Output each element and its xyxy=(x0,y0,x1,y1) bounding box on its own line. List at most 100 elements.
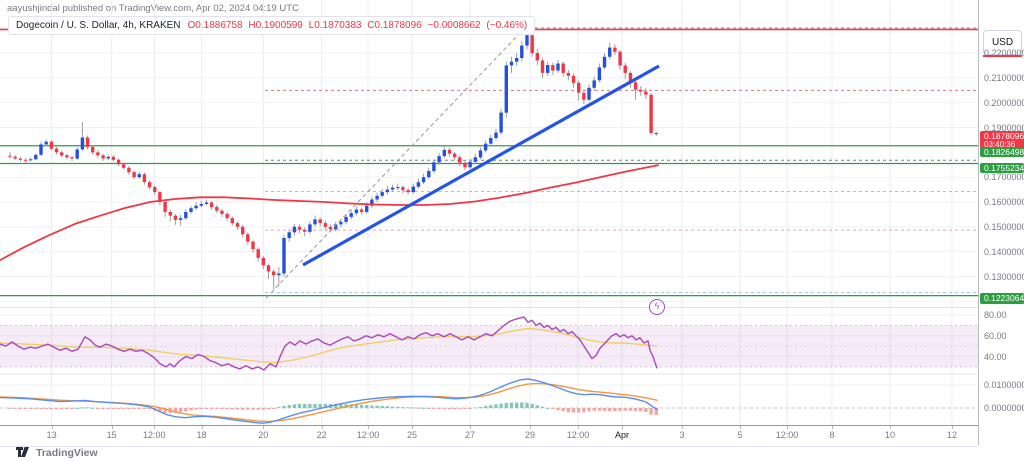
symbol-legend: Dogecoin / U. S. Dollar, 4h, KRAKEN O0.1… xyxy=(8,16,536,35)
macd-histogram-bar xyxy=(644,408,648,412)
candle xyxy=(432,162,436,171)
candle xyxy=(633,82,638,90)
candle xyxy=(339,221,343,225)
candle xyxy=(442,149,446,157)
candle xyxy=(427,171,431,178)
macd-histogram-bar xyxy=(303,403,307,408)
trendline-drawings[interactable] xyxy=(265,29,660,299)
candle xyxy=(189,208,193,212)
candle xyxy=(142,174,147,183)
macd-histogram-bar xyxy=(608,408,612,412)
rsi-pane xyxy=(0,316,978,371)
macd-histogram-bar xyxy=(463,408,467,409)
candle xyxy=(530,35,534,54)
candle xyxy=(225,213,229,219)
time-axis-tick xyxy=(470,426,471,429)
time-axis-tick xyxy=(201,426,203,429)
currency-button[interactable]: USD xyxy=(983,30,1022,55)
candle xyxy=(587,87,591,100)
macd-histogram-bar xyxy=(272,408,276,409)
candle xyxy=(85,137,90,147)
candle xyxy=(359,209,364,212)
macd-histogram-bar xyxy=(380,405,384,408)
macd-histogram-bar xyxy=(628,408,633,411)
macd-histogram-bar xyxy=(184,408,188,412)
candle xyxy=(628,72,633,83)
macd-histogram-bar xyxy=(354,404,359,408)
candle xyxy=(34,154,38,160)
macd-histogram-bar xyxy=(235,408,240,410)
macd-histogram-bar xyxy=(44,408,48,410)
time-axis-tick xyxy=(622,426,623,429)
candle xyxy=(504,65,508,113)
time-axis-tick xyxy=(890,426,891,429)
macd-histogram-bar xyxy=(359,404,364,408)
macd-histogram-bar xyxy=(494,404,498,408)
macd-histogram-bar xyxy=(396,406,400,408)
candle xyxy=(65,155,69,158)
candle xyxy=(349,213,353,217)
macd-histogram-bar xyxy=(587,408,591,412)
candle xyxy=(272,271,276,276)
price-axis[interactable]: USD 0.2200000 0.2100000 0.2000000 0.1900000… xyxy=(978,0,1024,445)
macd-histogram-bar xyxy=(230,408,234,410)
macd-histogram-bar xyxy=(80,407,85,409)
macd-histogram-bar xyxy=(70,408,74,409)
time-axis-label: 12:00 xyxy=(775,430,799,440)
macd-histogram-bar xyxy=(618,408,622,411)
candle xyxy=(116,159,121,165)
time-axis[interactable]: 13 15 12:00 18 20 22 12:00 25 27 29 12:00 Apr 3 5 12:0… xyxy=(0,425,978,447)
price-line-badge: 0.1223064 xyxy=(980,293,1024,304)
candle xyxy=(571,75,576,83)
macd-histogram-bar xyxy=(246,408,250,410)
candle xyxy=(515,58,519,62)
rsi-line xyxy=(0,316,658,371)
macd-histogram-bar xyxy=(91,407,95,409)
macd-histogram-bar xyxy=(142,408,147,409)
macd-histogram-bar xyxy=(427,408,431,409)
indicator-axis-label: 60.00 xyxy=(984,330,1007,341)
macd-histogram-bar xyxy=(432,408,436,409)
candle xyxy=(60,152,64,156)
candle xyxy=(235,223,240,227)
macd-histogram-bar xyxy=(116,408,121,409)
candle xyxy=(463,162,467,168)
macd-histogram-bar xyxy=(577,408,581,413)
candle xyxy=(334,224,338,230)
macd-histogram-bar xyxy=(256,408,260,410)
macd-histogram-bar xyxy=(220,408,224,410)
idea-lightning-icon[interactable]: ϟ xyxy=(649,299,665,315)
macd-histogram-bar xyxy=(406,407,410,409)
candle xyxy=(246,234,250,242)
macd-histogram-bar xyxy=(60,408,64,410)
macd-histogram-bar xyxy=(365,405,369,408)
macd-histogram-bar xyxy=(649,408,653,415)
price-badge-value: 0.1878096 xyxy=(984,130,1024,141)
macd-histogram-bar xyxy=(401,407,405,409)
candle xyxy=(277,273,281,276)
price-line-badge: 0.1826498 xyxy=(980,146,1024,158)
candle xyxy=(256,249,260,258)
macd-histogram-bar xyxy=(592,408,596,411)
candle xyxy=(509,61,514,66)
time-axis-tick xyxy=(578,426,579,429)
candle xyxy=(396,187,400,189)
macd-histogram-bar xyxy=(106,408,110,409)
time-axis-label: 25 xyxy=(406,430,418,440)
macd-pane xyxy=(0,378,978,424)
candle xyxy=(132,172,136,178)
macd-histogram-bar xyxy=(483,405,488,408)
candle xyxy=(241,226,245,235)
macd-histogram-bar xyxy=(199,408,203,409)
macd-histogram-bar xyxy=(163,408,167,413)
candle xyxy=(551,65,555,71)
macd-histogram-bar xyxy=(204,408,209,409)
macd-histogram-bar xyxy=(566,408,571,413)
candle xyxy=(173,215,178,220)
candle xyxy=(411,186,415,193)
candle xyxy=(390,187,395,190)
macd-histogram-bar xyxy=(602,408,607,411)
candle xyxy=(644,91,648,95)
candle xyxy=(447,149,452,154)
